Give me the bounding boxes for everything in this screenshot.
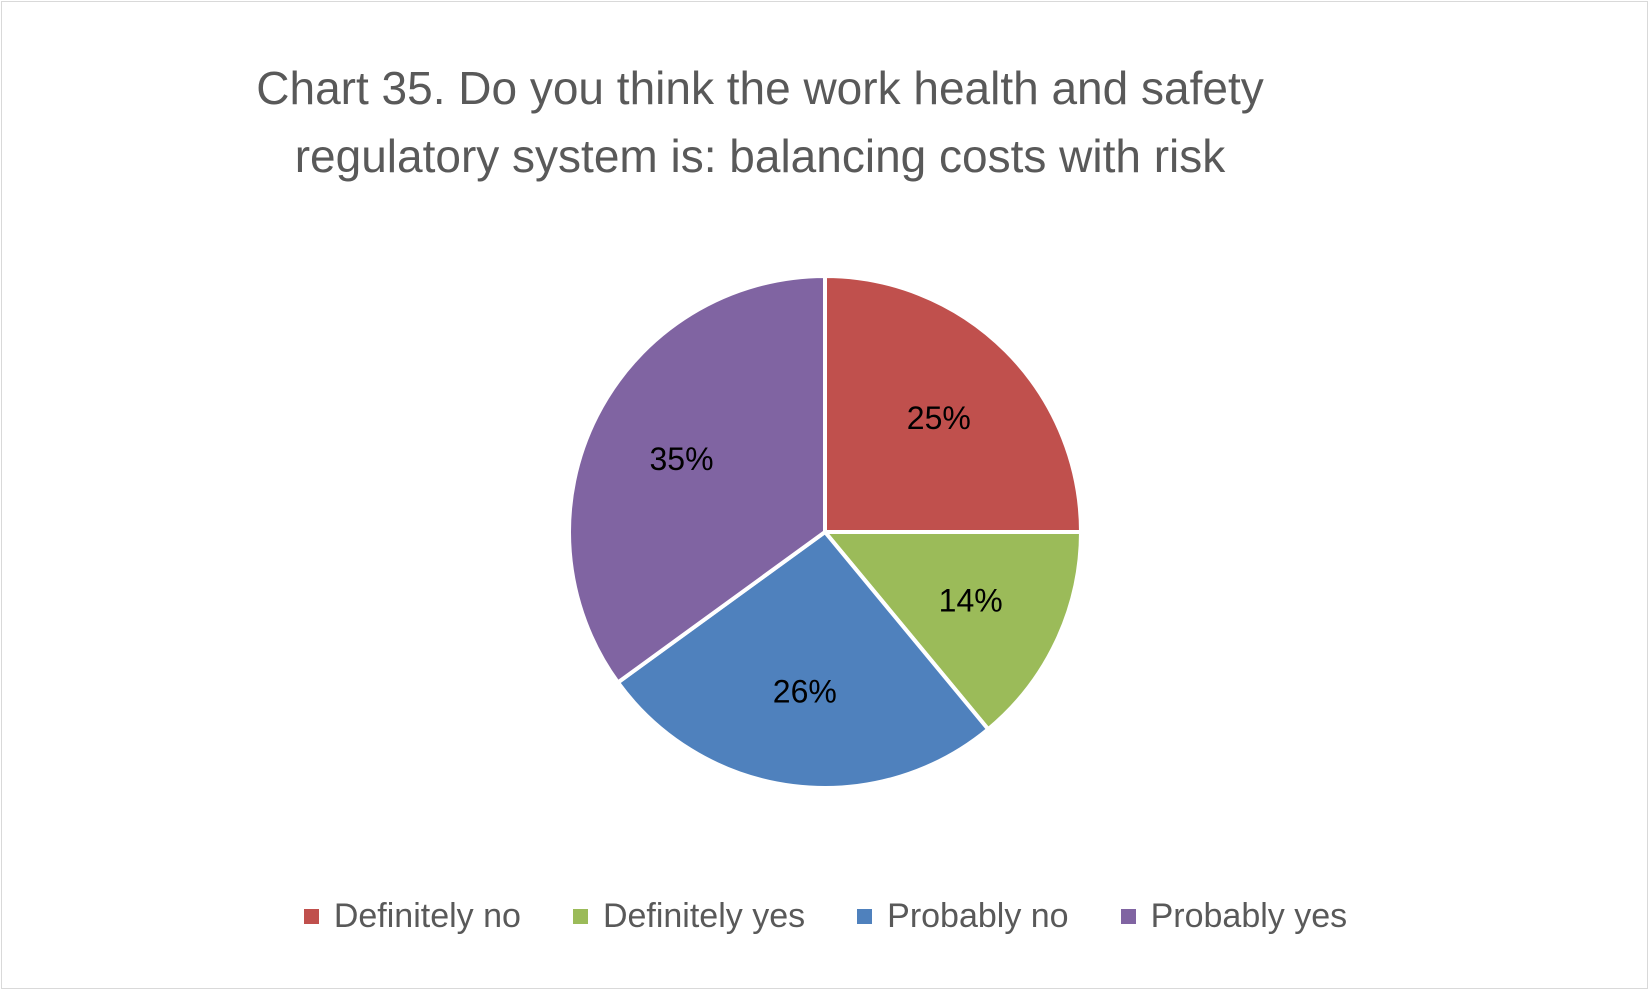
legend-swatch-definitely-yes bbox=[572, 908, 588, 924]
legend-item-probably-no: Probably no bbox=[857, 896, 1069, 936]
data-label-definitely-no: 25% bbox=[907, 400, 971, 436]
pie-slice-definitely-no bbox=[823, 274, 1083, 534]
legend-item-definitely-no: Definitely no bbox=[303, 896, 521, 936]
legend-swatch-probably-no bbox=[857, 908, 873, 924]
chart-title-line-1: Chart 35. Do you think the work health a… bbox=[256, 62, 1264, 114]
legend-label-definitely-yes: Definitely yes bbox=[602, 897, 806, 935]
legend-item-definitely-yes: Definitely yes bbox=[572, 896, 806, 936]
chart-legend: Definitely no Definitely yes Probably no… bbox=[0, 896, 1651, 936]
legend-label-definitely-no: Definitely no bbox=[333, 897, 521, 935]
pie-slice-definitely-yes bbox=[823, 530, 1083, 732]
data-label-probably-no: 26% bbox=[773, 674, 837, 710]
pie-slice-probably-no bbox=[615, 530, 991, 790]
legend-label-probably-yes: Probably yes bbox=[1150, 897, 1348, 935]
legend-label-probably-no: Probably no bbox=[887, 897, 1069, 935]
chart-title-line-2: regulatory system is: balancing costs wi… bbox=[294, 130, 1226, 182]
pie-slice-probably-yes bbox=[567, 274, 827, 685]
data-label-definitely-yes: 14% bbox=[939, 583, 1003, 619]
chart-title: Chart 35. Do you think the work health a… bbox=[2, 54, 1518, 190]
legend-swatch-definitely-no bbox=[303, 908, 319, 924]
legend-swatch-probably-yes bbox=[1120, 908, 1136, 924]
data-label-probably-yes: 35% bbox=[649, 441, 713, 477]
legend-item-probably-yes: Probably yes bbox=[1120, 896, 1348, 936]
